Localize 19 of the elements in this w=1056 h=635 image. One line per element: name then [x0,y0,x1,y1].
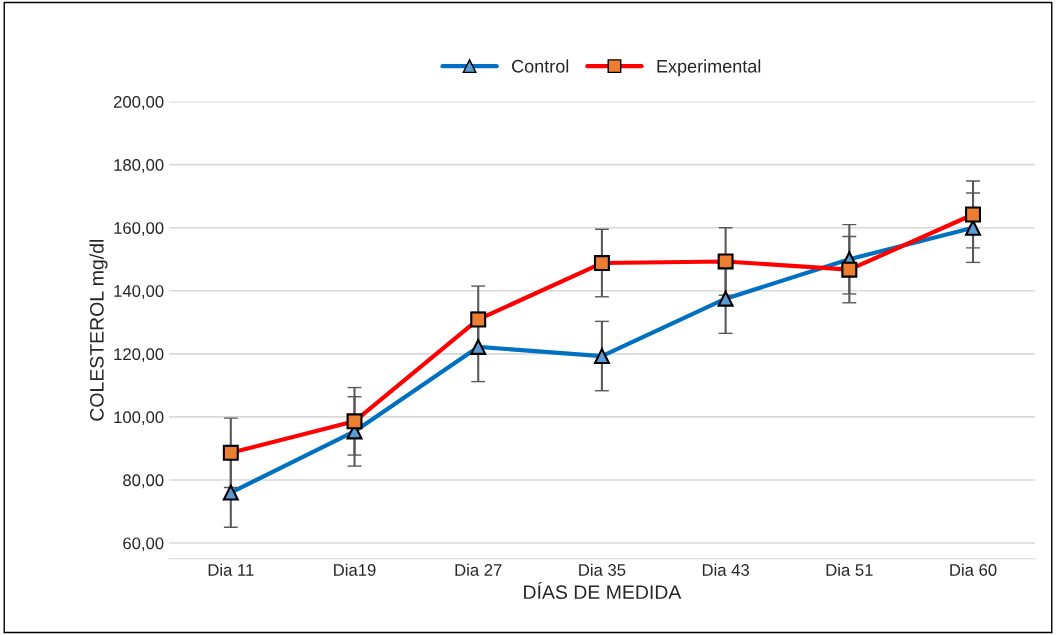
y-tick-label: 120,00 [114,348,164,363]
y-tick-label: 80,00 [123,474,164,489]
y-tick-label: 180,00 [114,159,164,173]
x-tick-label: Dia 51 [826,563,873,576]
x-tick-label: Dia 43 [702,563,749,576]
legend-label: Experimental [657,59,761,77]
y-tick-label: 160,00 [114,222,164,236]
legend-label: Control [512,59,569,73]
y-tick-label: 60,00 [123,537,164,552]
x-tick-label: Dia 11 [208,563,254,576]
x-tick-label: Dia 35 [579,563,626,576]
x-tick-label: Dia 27 [455,563,502,576]
x-axis-title: DÍAS DE MEDIDA [524,581,682,600]
y-axis-title: COLESTEROL mg/dl [89,240,108,421]
x-tick-label: Dia19 [334,563,376,576]
x-tick-label: Dia 60 [950,563,997,576]
y-tick-label: 100,00 [114,411,164,426]
y-tick-label: 140,00 [114,285,164,299]
y-tick-label: 200,00 [113,96,164,110]
